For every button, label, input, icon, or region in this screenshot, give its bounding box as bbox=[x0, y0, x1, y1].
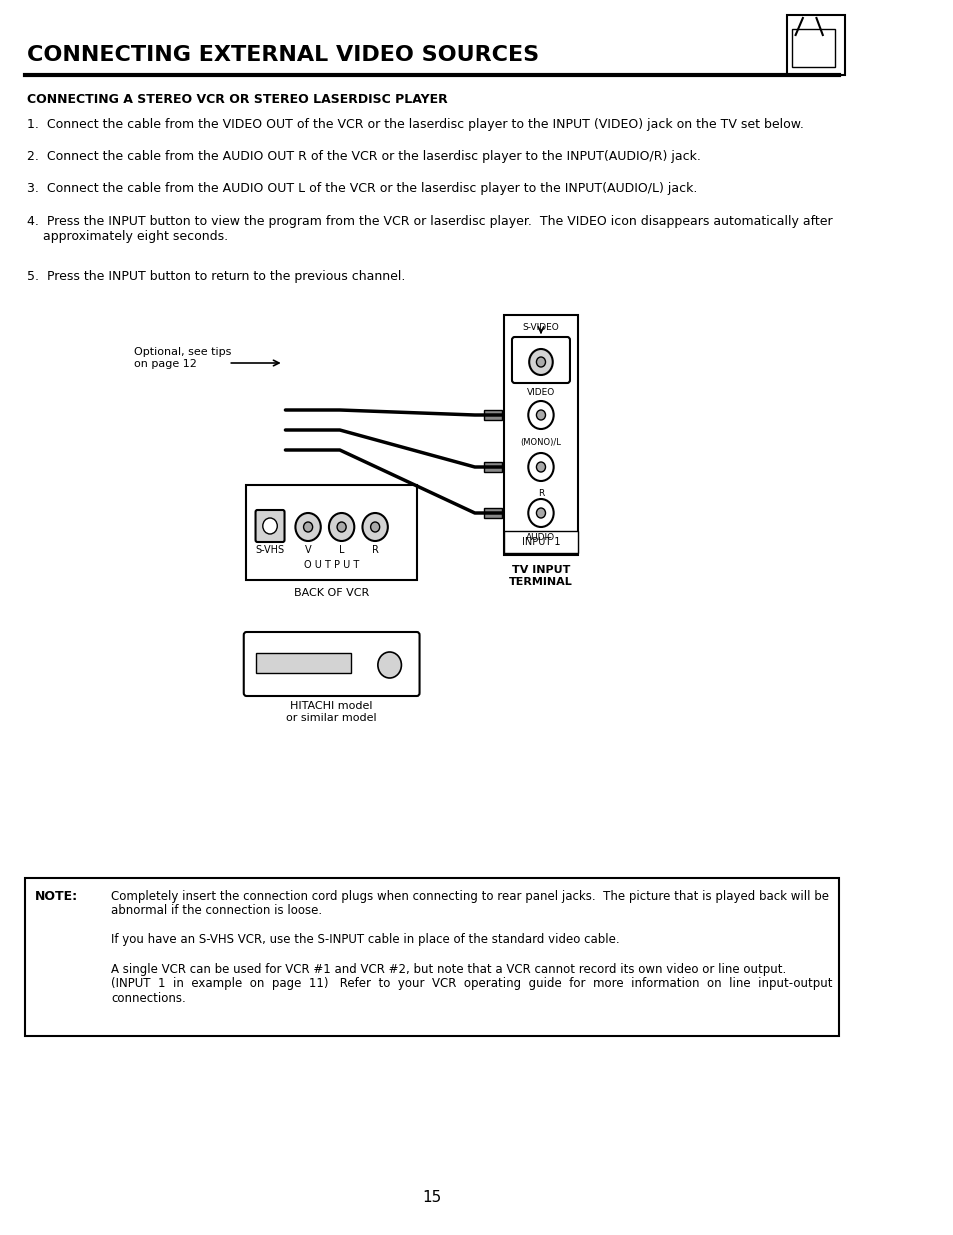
Circle shape bbox=[370, 522, 379, 532]
Text: VIDEO: VIDEO bbox=[526, 388, 555, 396]
Text: R: R bbox=[537, 489, 543, 498]
Circle shape bbox=[295, 513, 320, 541]
Text: L: L bbox=[338, 545, 344, 555]
FancyBboxPatch shape bbox=[483, 410, 501, 420]
FancyBboxPatch shape bbox=[255, 510, 284, 542]
Text: 4.  Press the INPUT button to view the program from the VCR or laserdisc player.: 4. Press the INPUT button to view the pr… bbox=[27, 215, 832, 243]
Circle shape bbox=[262, 517, 277, 534]
FancyBboxPatch shape bbox=[512, 337, 569, 383]
Text: 2.  Connect the cable from the AUDIO OUT R of the VCR or the laserdisc player to: 2. Connect the cable from the AUDIO OUT … bbox=[27, 149, 700, 163]
Circle shape bbox=[536, 462, 545, 472]
Text: (MONO)/L: (MONO)/L bbox=[520, 438, 560, 447]
Circle shape bbox=[536, 508, 545, 517]
FancyBboxPatch shape bbox=[483, 508, 501, 517]
Circle shape bbox=[362, 513, 388, 541]
Text: O U T P U T: O U T P U T bbox=[304, 559, 359, 571]
Text: AUDIO: AUDIO bbox=[526, 534, 555, 542]
Text: S-VIDEO: S-VIDEO bbox=[522, 324, 558, 332]
FancyBboxPatch shape bbox=[503, 531, 578, 553]
Text: S-VHS: S-VHS bbox=[255, 545, 284, 555]
Text: Optional, see tips
on page 12: Optional, see tips on page 12 bbox=[134, 347, 232, 369]
FancyBboxPatch shape bbox=[785, 15, 844, 75]
Text: CONNECTING EXTERNAL VIDEO SOURCES: CONNECTING EXTERNAL VIDEO SOURCES bbox=[27, 44, 538, 65]
Circle shape bbox=[528, 453, 553, 480]
Text: (INPUT  1  in  example  on  page  11)   Refer  to  your  VCR  operating  guide  : (INPUT 1 in example on page 11) Refer to… bbox=[112, 977, 832, 990]
FancyBboxPatch shape bbox=[255, 653, 351, 673]
Circle shape bbox=[377, 652, 401, 678]
Text: HITACHI model
or similar model: HITACHI model or similar model bbox=[286, 701, 376, 722]
Text: abnormal if the connection is loose.: abnormal if the connection is loose. bbox=[112, 904, 322, 918]
Text: A single VCR can be used for VCR #1 and VCR #2, but note that a VCR cannot recor: A single VCR can be used for VCR #1 and … bbox=[112, 962, 786, 976]
Text: 1.  Connect the cable from the VIDEO OUT of the VCR or the laserdisc player to t: 1. Connect the cable from the VIDEO OUT … bbox=[27, 119, 803, 131]
FancyBboxPatch shape bbox=[26, 878, 839, 1036]
Text: R: R bbox=[372, 545, 378, 555]
FancyBboxPatch shape bbox=[483, 462, 501, 472]
Circle shape bbox=[336, 522, 346, 532]
Circle shape bbox=[528, 499, 553, 527]
FancyBboxPatch shape bbox=[246, 485, 416, 580]
Text: 15: 15 bbox=[422, 1191, 441, 1205]
FancyBboxPatch shape bbox=[244, 632, 419, 697]
Text: If you have an S-VHS VCR, use the S-INPUT cable in place of the standard video c: If you have an S-VHS VCR, use the S-INPU… bbox=[112, 934, 619, 946]
Circle shape bbox=[536, 357, 545, 367]
Text: connections.: connections. bbox=[112, 992, 186, 1004]
Circle shape bbox=[303, 522, 313, 532]
Text: 5.  Press the INPUT button to return to the previous channel.: 5. Press the INPUT button to return to t… bbox=[27, 270, 405, 283]
Circle shape bbox=[528, 401, 553, 429]
Circle shape bbox=[329, 513, 354, 541]
Text: TV INPUT
TERMINAL: TV INPUT TERMINAL bbox=[509, 564, 572, 587]
Text: NOTE:: NOTE: bbox=[34, 890, 77, 903]
Circle shape bbox=[529, 350, 552, 375]
Circle shape bbox=[536, 410, 545, 420]
Text: V: V bbox=[304, 545, 311, 555]
Text: INPUT 1: INPUT 1 bbox=[521, 537, 559, 547]
Text: CONNECTING A STEREO VCR OR STEREO LASERDISC PLAYER: CONNECTING A STEREO VCR OR STEREO LASERD… bbox=[27, 93, 448, 106]
Text: 3.  Connect the cable from the AUDIO OUT L of the VCR or the laserdisc player to: 3. Connect the cable from the AUDIO OUT … bbox=[27, 182, 697, 195]
FancyBboxPatch shape bbox=[791, 28, 834, 67]
FancyBboxPatch shape bbox=[503, 315, 578, 555]
Text: Completely insert the connection cord plugs when connecting to rear panel jacks.: Completely insert the connection cord pl… bbox=[112, 890, 828, 903]
Text: BACK OF VCR: BACK OF VCR bbox=[294, 588, 369, 598]
